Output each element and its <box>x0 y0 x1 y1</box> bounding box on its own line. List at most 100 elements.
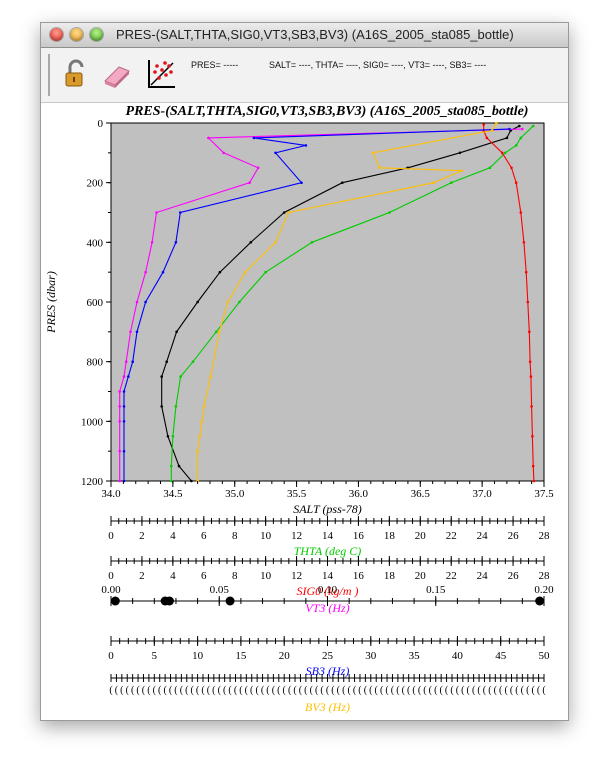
tick-label-bv3: ( <box>515 685 519 696</box>
tick-label-salt: 34.0 <box>101 488 121 500</box>
data-point-thta <box>174 405 178 408</box>
close-button[interactable] <box>50 28 63 41</box>
tick-label-sig0: 22 <box>446 570 457 582</box>
eraser-button[interactable] <box>101 57 133 91</box>
data-point-sig0 <box>514 181 518 184</box>
lock-button[interactable] <box>59 57 91 91</box>
tick-label-bv3: ( <box>331 685 335 696</box>
data-point-vt3 <box>118 405 121 408</box>
tick-label-bv3: ( <box>261 685 265 696</box>
data-point-vt3 <box>118 449 121 453</box>
y-tick-label: 1200 <box>81 476 104 488</box>
tick-label-thta: 4 <box>170 530 176 542</box>
tick-label-bv3: ( <box>288 685 292 696</box>
data-point-sig0 <box>482 123 486 126</box>
tick-label-bv3: ( <box>439 685 443 696</box>
minimize-button[interactable] <box>70 28 83 41</box>
data-point-thta <box>191 360 195 364</box>
axis-label-sig0: SIG0 (kg/m ) <box>297 584 359 598</box>
tick-label-sb3: 25 <box>322 650 334 662</box>
tick-label-bv3: ( <box>234 685 238 696</box>
data-point-sig0 <box>530 405 533 408</box>
tick-label-bv3: ( <box>369 685 373 696</box>
tick-label-bv3: ( <box>277 685 281 696</box>
data-point-vt3 <box>150 241 154 244</box>
tick-label-bv3: ( <box>212 685 216 696</box>
tick-label-sig0: 12 <box>291 570 302 582</box>
data-point-thta <box>519 136 523 140</box>
tick-label-sig0: 20 <box>415 570 427 582</box>
data-point-salt <box>175 330 178 334</box>
tick-label-sig0: 8 <box>232 570 238 582</box>
tick-label-bv3: ( <box>126 685 130 696</box>
tick-label-bv3: ( <box>347 685 351 696</box>
y-axis-label: PRES (dbar) <box>44 271 58 334</box>
data-point-salt <box>458 151 462 155</box>
data-point-vt3 <box>521 127 524 131</box>
tick-label-sig0: 24 <box>477 570 489 582</box>
tick-label-bv3: ( <box>472 685 476 696</box>
tick-label-sig0: 6 <box>201 570 207 582</box>
data-point-bv3 <box>209 375 212 378</box>
tick-label-thta: 0 <box>108 530 114 542</box>
tick-label-bv3: ( <box>521 685 525 696</box>
data-point-bv3 <box>490 129 494 132</box>
tick-label-bv3: ( <box>412 685 416 696</box>
data-point-bv3 <box>243 270 247 274</box>
tick-label-bv3: ( <box>283 685 287 696</box>
plot-background <box>110 122 545 482</box>
tick-label-bv3: ( <box>418 685 422 696</box>
data-point-sb3 <box>122 420 126 423</box>
tick-label-bv3: ( <box>120 685 124 696</box>
tick-label-bv3: ( <box>180 685 184 696</box>
data-point-thta <box>179 375 182 378</box>
data-point-sb3 <box>300 181 303 184</box>
scatter-plot-button[interactable] <box>145 57 177 91</box>
tick-label-sb3: 40 <box>452 650 464 662</box>
tick-label-thta: 18 <box>384 530 396 542</box>
data-point-bv3 <box>198 435 202 438</box>
tick-label-sig0: 16 <box>353 570 365 582</box>
tick-label-bv3: ( <box>147 685 151 696</box>
tick-label-thta: 10 <box>260 530 272 542</box>
title-bar[interactable]: PRES-(SALT,THTA,SIG0,VT3,SB3,BV3) (A16S_… <box>41 23 568 48</box>
tick-label-thta: 6 <box>201 530 207 542</box>
tick-label-vt3: 0.10 <box>318 584 338 596</box>
data-point-thta <box>488 166 492 170</box>
tick-label-vt3: 0.15 <box>426 584 446 596</box>
values-readout: SALT= ----, THTA= ----, SIG0= ----, VT3=… <box>269 60 487 70</box>
y-axis: 0 200 400 600 800 1000 1200 <box>81 118 111 488</box>
y-tick-label: 1000 <box>81 416 104 428</box>
tick-label-thta: 28 <box>539 530 551 542</box>
data-point-thta <box>264 270 267 274</box>
tick-label-salt: 36.0 <box>349 488 369 500</box>
tick-label-bv3: ( <box>375 685 379 696</box>
data-point-vt3 <box>118 420 121 423</box>
data-point-bv3 <box>495 121 498 125</box>
data-point-salt <box>341 181 344 184</box>
tick-label-salt: 37.5 <box>534 488 554 500</box>
tick-label-bv3: ( <box>255 685 259 696</box>
data-point-vt3 <box>155 211 158 214</box>
tick-label-bv3: ( <box>434 685 438 696</box>
zoom-button[interactable] <box>90 28 103 41</box>
tick-label-bv3: ( <box>380 685 384 696</box>
tick-label-bv3: ( <box>353 685 357 696</box>
data-point-thta <box>238 300 241 304</box>
tick-label-bv3: ( <box>364 685 368 696</box>
data-point-salt <box>505 136 509 140</box>
window-title: PRES-(SALT,THTA,SIG0,VT3,SB3,BV3) (A16S_… <box>116 27 514 42</box>
data-point-sig0 <box>526 300 530 304</box>
tick-label-bv3: ( <box>477 685 481 696</box>
data-point-sig0 <box>485 136 489 140</box>
tick-label-bv3: ( <box>299 685 303 696</box>
tick-label-sb3: 30 <box>365 650 377 662</box>
data-point-thta <box>531 124 535 128</box>
tick-label-vt3: 0.00 <box>101 584 121 596</box>
tick-label-bv3: ( <box>342 685 346 696</box>
tick-label-bv3: ( <box>494 685 498 696</box>
tick-label-salt: 35.5 <box>287 488 307 500</box>
tick-label-bv3: ( <box>250 685 254 696</box>
data-point-vt3 <box>207 136 210 140</box>
data-point-vt3 <box>135 300 139 304</box>
